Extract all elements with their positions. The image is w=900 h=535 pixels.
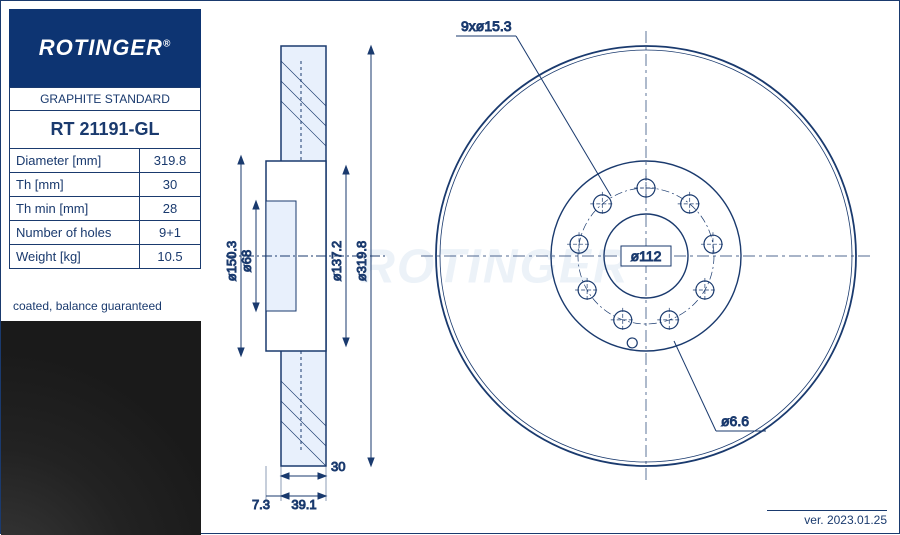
- callouts: 9xø15.3 ø112 ø6.6: [456, 18, 766, 431]
- version-label: ver. 2023.01.25: [767, 510, 887, 527]
- spec-table: GRAPHITE STANDARD RT 21191-GL Diameter […: [9, 87, 201, 269]
- svg-text:ø319.8: ø319.8: [354, 241, 369, 281]
- technical-drawing: ø150.3 ø68 ø137.2 ø319.8 30 7.3: [206, 1, 896, 511]
- svg-text:39.1: 39.1: [291, 497, 316, 511]
- svg-text:7.3: 7.3: [252, 497, 270, 511]
- horizontal-dims: 30 7.3 39.1: [252, 459, 346, 511]
- note-text: coated, balance guaranteed: [13, 299, 162, 313]
- brand-logo: ROTINGER®: [9, 9, 201, 87]
- svg-text:9xø15.3: 9xø15.3: [461, 18, 512, 34]
- brand-text: ROTINGER®: [39, 35, 172, 61]
- svg-text:ø6.6: ø6.6: [721, 413, 749, 429]
- svg-text:ø150.3: ø150.3: [224, 241, 239, 281]
- svg-text:ø112: ø112: [631, 248, 662, 264]
- table-row: Th [mm]30: [10, 173, 201, 197]
- svg-text:30: 30: [331, 459, 345, 474]
- part-number: RT 21191-GL: [10, 111, 201, 149]
- table-row: Weight [kg]10.5: [10, 245, 201, 269]
- svg-text:ø137.2: ø137.2: [329, 241, 344, 281]
- table-row: Diameter [mm]319.8: [10, 149, 201, 173]
- svg-text:ø68: ø68: [239, 250, 254, 272]
- table-row: Th min [mm]28: [10, 197, 201, 221]
- table-header: GRAPHITE STANDARD: [10, 88, 201, 111]
- table-row: Number of holes9+1: [10, 221, 201, 245]
- product-photo: [1, 321, 201, 535]
